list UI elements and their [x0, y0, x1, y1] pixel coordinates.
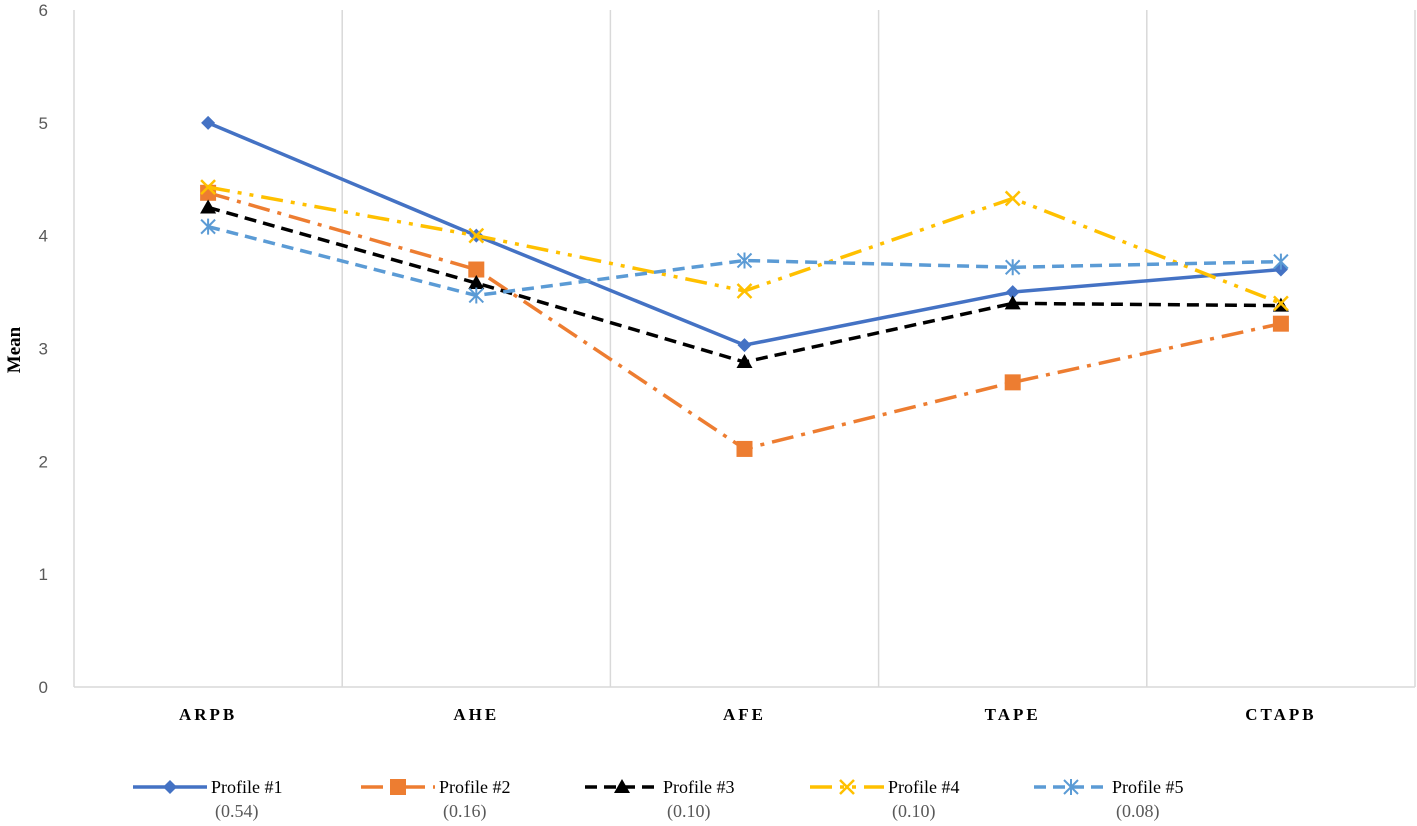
legend-label: Profile #5 [1112, 777, 1184, 797]
legend-sublabel: (0.10) [892, 801, 936, 822]
y-tick-label: 4 [39, 227, 48, 246]
series-profile-1 [201, 115, 1288, 353]
series-profile-2 [200, 184, 1289, 457]
data-point [468, 261, 485, 278]
data-point [1004, 295, 1021, 310]
data-point [1005, 285, 1020, 300]
legend-label: Profile #3 [663, 777, 735, 797]
legend-sublabel: (0.16) [443, 801, 487, 822]
y-tick-label: 0 [39, 678, 48, 697]
x-tick-label: AFE [723, 705, 766, 724]
x-tick-label: CTAPB [1245, 705, 1316, 724]
data-point [1273, 253, 1289, 270]
x-tick-label: TAPE [985, 705, 1041, 724]
data-point [1004, 259, 1021, 276]
series-profile-5 [200, 218, 1289, 304]
legend-item-profile-4: Profile #4 (0.10) [810, 777, 960, 822]
data-point [468, 227, 485, 244]
legend-item-profile-3: Profile #3 (0.10) [585, 777, 735, 822]
data-point [1273, 295, 1289, 312]
legend-sublabel: (0.10) [667, 801, 711, 822]
legend-marker [839, 779, 855, 795]
x-tick-label: ARPB [179, 705, 237, 724]
y-tick-label: 3 [39, 340, 48, 359]
legend-item-profile-1: Profile #1 (0.54) [133, 777, 283, 822]
legend-label: Profile #1 [211, 777, 283, 797]
data-point [200, 218, 216, 235]
series-line [207, 121, 1282, 347]
legend-sublabel: (0.54) [215, 801, 259, 822]
y-tick-label: 5 [39, 114, 48, 133]
legend-sublabel: (0.08) [1116, 801, 1160, 822]
data-point [736, 283, 753, 299]
data-point [200, 179, 216, 196]
series-line [207, 191, 1282, 451]
legend-item-profile-5: Profile #5 (0.08) [1034, 777, 1184, 822]
data-point [468, 275, 485, 290]
data-point [201, 115, 216, 130]
x-tick-label: AHE [453, 705, 499, 724]
y-tick-label: 6 [39, 1, 48, 20]
legend-label: Profile #4 [888, 777, 960, 797]
data-point [200, 199, 217, 214]
y-tick-label: 2 [39, 452, 48, 471]
data-point [736, 252, 753, 269]
legend-item-profile-2: Profile #2 (0.16) [361, 777, 511, 822]
data-point [736, 354, 753, 369]
series-profile-4 [200, 179, 1289, 312]
data-point [468, 287, 485, 304]
data-point [1272, 315, 1289, 332]
y-axis-label: Mean [4, 326, 25, 373]
data-point [737, 338, 752, 353]
legend-marker [163, 780, 177, 794]
data-point [1004, 190, 1021, 207]
y-tick-label: 1 [39, 565, 48, 584]
legend-marker [390, 779, 406, 795]
legend-marker [614, 779, 630, 793]
data-point [736, 440, 753, 457]
legend-label: Profile #2 [439, 777, 511, 797]
series-line [207, 185, 1282, 305]
data-point [1004, 374, 1021, 391]
legend-marker [1063, 779, 1079, 795]
